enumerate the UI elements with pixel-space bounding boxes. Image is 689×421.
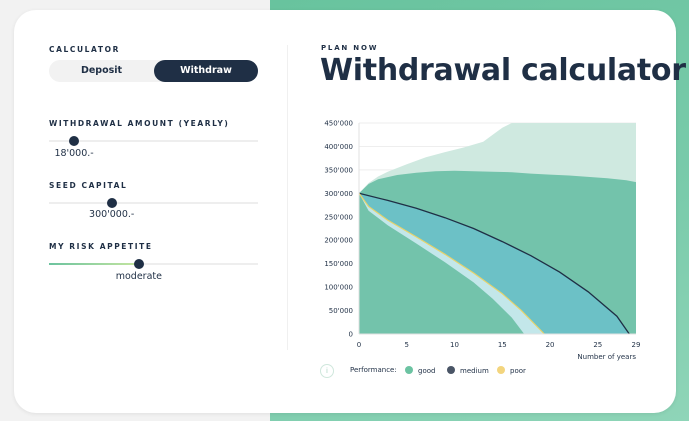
y-tick-label: 450'000 — [324, 120, 353, 128]
y-tick-label: 300'000 — [324, 190, 353, 198]
deposit-button[interactable]: Deposit — [80, 65, 123, 76]
poor-line — [358, 192, 545, 335]
legend-dot-poor — [497, 366, 505, 374]
withdrawal-amount-label: WITHDRAWAL AMOUNT (YEARLY) — [49, 119, 230, 128]
y-tick-label: 50'000 — [329, 307, 353, 315]
seed-capital-knob[interactable] — [106, 198, 117, 208]
mode-toggle[interactable]: Deposit Withdraw — [49, 60, 258, 82]
y-tick-label: 200'000 — [324, 237, 353, 245]
x-tick-label: 25 — [593, 341, 602, 349]
divider — [287, 45, 288, 350]
calculator-label: CALCULATOR — [49, 45, 120, 54]
y-tick-label: 100'000 — [324, 284, 353, 292]
y-tick-label: 150'000 — [324, 260, 353, 268]
legend-label-medium: medium — [460, 367, 489, 375]
legend-item-good: good — [405, 366, 435, 375]
legend-title: Performance: — [350, 366, 397, 374]
seed-capital-slider[interactable] — [49, 198, 258, 208]
legend-dot-good — [405, 366, 413, 374]
risk-appetite-knob[interactable] — [133, 259, 144, 269]
x-axis-label: Number of years — [577, 353, 636, 361]
seed-capital-label: SEED CAPITAL — [49, 181, 128, 190]
plan-now-kicker: PLAN NOW — [321, 44, 379, 52]
legend-label-good: good — [418, 367, 436, 375]
page-title: Withdrawal calculator — [320, 53, 686, 88]
y-tick-label: 250'000 — [324, 213, 353, 221]
legend-item-medium: medium — [447, 366, 489, 375]
x-tick-label: 15 — [498, 341, 507, 349]
risk-appetite-slider[interactable] — [49, 259, 258, 269]
y-tick-label: 350'000 — [324, 166, 353, 174]
risk-appetite-value: moderate — [115, 271, 162, 282]
info-icon[interactable]: i — [320, 364, 334, 378]
withdraw-button[interactable]: Withdraw — [154, 60, 258, 82]
withdrawal-amount-value: 18'000.- — [54, 148, 94, 159]
x-tick-label: 10 — [450, 341, 459, 349]
y-tick-label: 0 — [349, 331, 353, 339]
x-tick-label: 0 — [357, 341, 361, 349]
x-tick-label: 5 — [405, 341, 409, 349]
x-tick-label: 20 — [546, 341, 555, 349]
y-tick-label: 400'000 — [324, 143, 353, 151]
medium-area — [359, 193, 630, 334]
withdrawal-amount-knob[interactable] — [69, 136, 80, 146]
x-tick-label: 29 — [632, 341, 641, 349]
medium-line — [358, 192, 630, 335]
risk-appetite-label: MY RISK APPETITE — [49, 242, 153, 251]
legend-item-poor: poor — [497, 366, 526, 375]
legend-dot-medium — [447, 366, 455, 374]
seed-capital-value: 300'000.- — [89, 209, 135, 220]
legend-label-poor: poor — [510, 367, 526, 375]
risk-appetite-fill — [49, 263, 139, 265]
withdrawal-amount-slider[interactable] — [49, 136, 258, 146]
